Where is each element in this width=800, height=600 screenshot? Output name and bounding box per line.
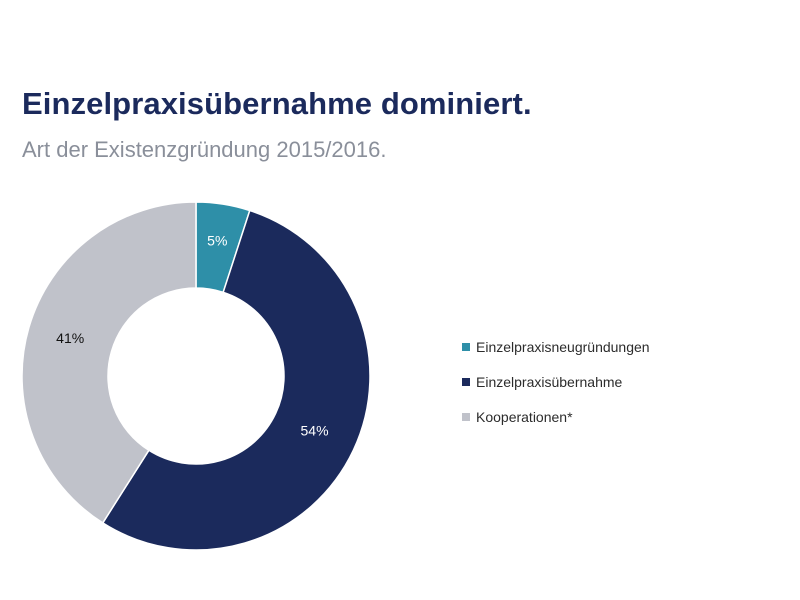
chart-subtitle: Art der Existenzgründung 2015/2016. xyxy=(22,137,387,162)
legend-label: Kooperationen* xyxy=(476,409,573,425)
legend-item-kooperationen: Kooperationen* xyxy=(462,408,650,426)
chart-title: Einzelpraxisübernahme dominiert. xyxy=(22,86,532,121)
legend-item-einzelpraxisuebernahme: Einzelpraxisübernahme xyxy=(462,373,650,391)
slice-label-0: 5% xyxy=(207,232,227,248)
chart-legend: Einzelpraxisneugründungen Einzelpraxisüb… xyxy=(462,338,650,443)
donut-slice-2 xyxy=(21,201,197,524)
legend-label: Einzelpraxisneugründungen xyxy=(476,339,650,355)
legend-swatch xyxy=(462,343,470,351)
legend-swatch xyxy=(462,413,470,421)
legend-item-einzelpraxisneugruendungen: Einzelpraxisneugründungen xyxy=(462,338,650,356)
donut-slice-1 xyxy=(101,209,371,551)
legend-swatch xyxy=(462,378,470,386)
legend-label: Einzelpraxisübernahme xyxy=(476,374,623,390)
slice-label-2: 41% xyxy=(56,330,84,346)
slice-label-1: 54% xyxy=(301,422,329,438)
